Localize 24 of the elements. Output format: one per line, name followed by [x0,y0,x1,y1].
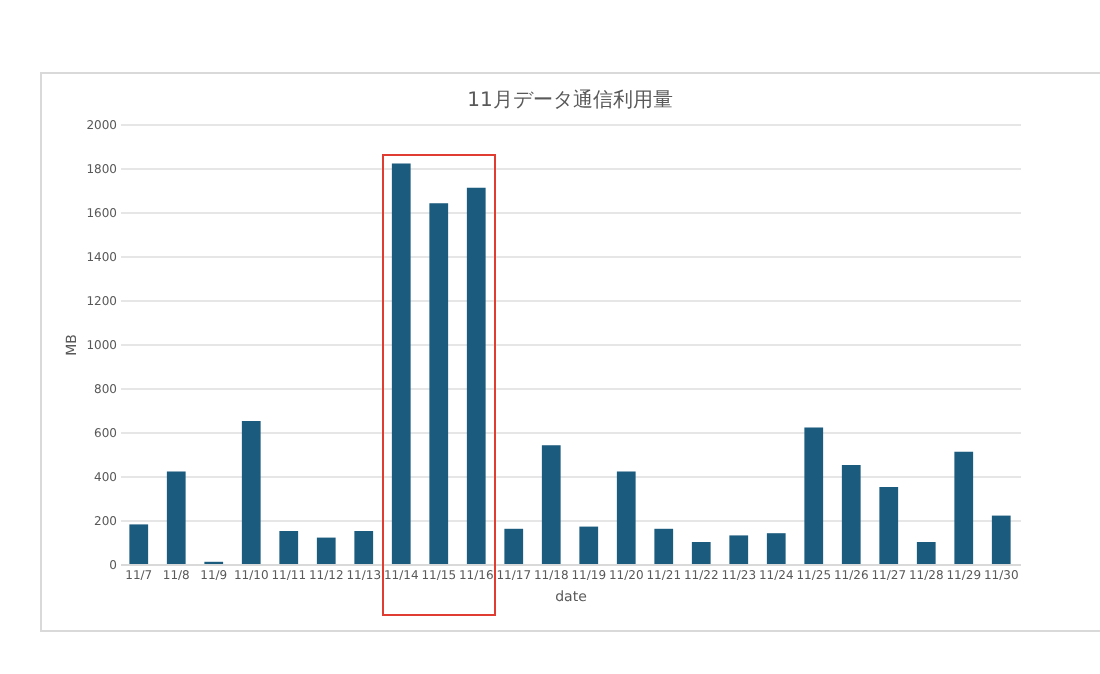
bar [954,451,974,564]
bar [504,528,524,564]
bar [691,542,711,564]
bar [429,203,449,564]
bar [729,535,749,564]
bar [129,524,149,564]
bar [166,471,186,564]
bar [654,528,674,564]
bar [541,445,561,564]
bar [916,542,936,564]
bar [991,515,1011,564]
bar [766,533,786,564]
bar [316,537,336,564]
bar [354,531,374,564]
bar [466,187,486,564]
chart-title: 11月データ通信利用量 [467,88,673,112]
bar [391,163,411,564]
bar [579,526,599,564]
bar [241,421,261,564]
bar [879,487,899,564]
bar [616,471,636,564]
bar [841,465,861,564]
bar [804,427,824,564]
bar [279,531,299,564]
